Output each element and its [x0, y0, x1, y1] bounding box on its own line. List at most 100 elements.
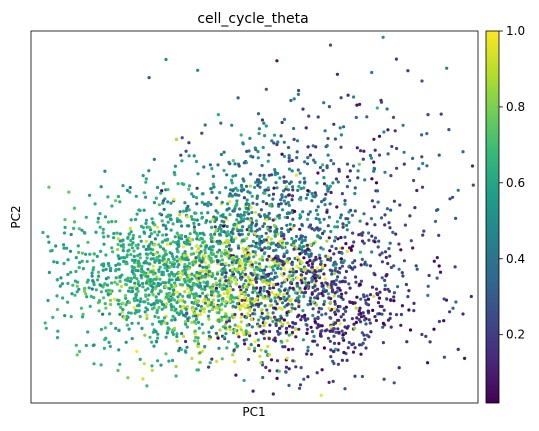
scatter-point	[173, 235, 177, 239]
scatter-point	[55, 336, 60, 340]
scatter-point	[129, 218, 133, 222]
scatter-point	[229, 276, 233, 280]
scatter-point	[100, 263, 104, 267]
scatter-point	[321, 168, 325, 173]
scatter-point	[309, 325, 313, 329]
scatter-point	[219, 152, 223, 157]
scatter-point	[310, 268, 314, 272]
scatter-point	[172, 265, 176, 269]
scatter-point	[236, 188, 240, 192]
scatter-point	[155, 185, 160, 190]
scatter-point	[239, 188, 243, 193]
scatter-point	[305, 243, 309, 247]
scatter-point	[179, 347, 183, 352]
scatter-point	[225, 254, 229, 258]
scatter-point	[200, 131, 204, 135]
scatter-point	[427, 273, 431, 278]
scatter-point	[151, 330, 155, 334]
scatter-point	[411, 246, 415, 250]
scatter-point	[279, 272, 284, 276]
scatter-point	[323, 289, 327, 294]
scatter-point	[189, 215, 193, 219]
scatter-point	[161, 233, 165, 237]
scatter-point	[187, 184, 192, 188]
scatter-point	[115, 282, 119, 286]
scatter-point	[242, 161, 246, 165]
scatter-point	[364, 322, 368, 326]
scatter-point	[320, 200, 324, 204]
scatter-point	[204, 265, 208, 269]
scatter-point	[125, 188, 129, 192]
scatter-point	[245, 210, 249, 214]
scatter-point	[130, 337, 134, 341]
scatter-point	[150, 307, 154, 311]
scatter-point	[325, 144, 329, 148]
scatter-point	[235, 228, 239, 232]
scatter-point	[377, 134, 382, 138]
scatter-point	[334, 330, 338, 334]
scatter-point	[56, 329, 60, 333]
scatter-point	[220, 302, 224, 306]
scatter-point	[367, 318, 371, 322]
scatter-point	[201, 257, 205, 261]
scatter-point	[92, 343, 96, 347]
scatter-point	[262, 238, 266, 242]
scatter-point	[166, 213, 171, 217]
scatter-point	[162, 263, 166, 267]
scatter-point	[130, 246, 134, 250]
scatter-point	[361, 157, 365, 161]
scatter-point	[292, 126, 296, 131]
scatter-point	[332, 349, 336, 354]
scatter-point	[159, 320, 163, 324]
scatter-point	[268, 225, 272, 229]
scatter-point	[333, 291, 337, 295]
scatter-point	[268, 353, 272, 357]
scatter-point	[136, 246, 140, 250]
scatter-point	[239, 290, 243, 295]
scatter-point	[248, 308, 252, 313]
scatter-point	[203, 248, 207, 252]
scatter-point	[108, 344, 112, 348]
scatter-point	[277, 369, 281, 373]
scatter-point	[282, 189, 286, 193]
scatter-point	[207, 337, 211, 341]
scatter-point	[222, 292, 226, 296]
scatter-point	[203, 344, 207, 349]
scatter-point	[201, 331, 205, 335]
scatter-point	[238, 285, 242, 289]
scatter-point	[383, 287, 387, 291]
scatter-point	[348, 300, 352, 304]
scatter-point	[84, 215, 88, 219]
scatter-point	[222, 168, 226, 173]
scatter-point	[322, 229, 326, 233]
scatter-point	[192, 221, 196, 225]
scatter-point	[254, 241, 258, 245]
scatter-point	[184, 322, 188, 326]
scatter-point	[58, 284, 62, 288]
scatter-point	[259, 361, 263, 365]
scatter-point	[99, 290, 104, 294]
scatter-point	[313, 296, 317, 300]
scatter-point	[249, 343, 253, 347]
scatter-point	[220, 213, 224, 218]
scatter-point	[249, 226, 253, 230]
scatter-point	[260, 234, 264, 238]
scatter-point	[236, 332, 240, 336]
scatter-point	[225, 173, 229, 177]
scatter-point	[239, 320, 243, 324]
scatter-point	[122, 259, 126, 264]
scatter-point	[164, 57, 168, 62]
scatter-point	[272, 223, 276, 228]
scatter-point	[285, 185, 289, 189]
scatter-point	[262, 222, 266, 226]
scatter-point	[234, 342, 238, 346]
scatter-point	[175, 272, 179, 276]
scatter-point	[256, 267, 260, 271]
scatter-point	[325, 166, 329, 170]
scatter-point	[343, 276, 347, 280]
scatter-point	[327, 307, 331, 311]
scatter-point	[204, 294, 208, 298]
scatter-point	[385, 207, 389, 211]
scatter-point	[137, 264, 141, 268]
scatter-point	[180, 136, 184, 140]
